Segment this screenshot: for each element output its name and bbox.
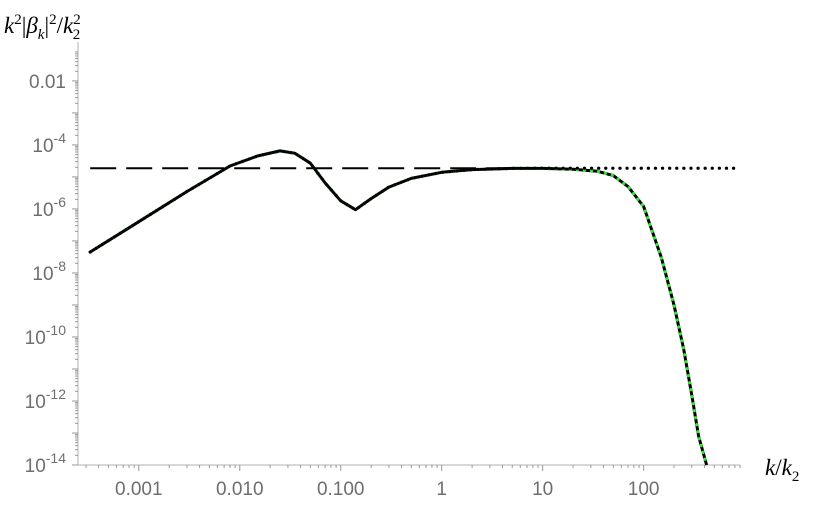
y-axis-title: k2|βk|2/k2 2 [4,12,81,43]
series-line-dotted [88,149,709,467]
y-tick-label: 0.01 [29,72,66,93]
y-tick-label: 10-10 [25,322,67,349]
axes [77,42,740,466]
y-tick-label: 10-6 [32,194,66,221]
x-tick-label: 0.001 [115,479,163,500]
x-tick-label: 100 [628,479,660,500]
tick-labels: 0.001 0.010 0.100 1 10 100 0.01 10-4 10-6 10-8 10-… [25,72,660,500]
y-tick-label: 10-8 [32,258,66,285]
x-tick-label: 0.010 [216,479,264,500]
series-line-solid [89,149,709,466]
x-tick-label: 10 [532,479,553,500]
x-tick-label: 1 [436,479,447,500]
series-group [88,149,737,467]
y-tick-label: 10-12 [25,386,67,413]
y-tick-label: 10-4 [32,130,66,157]
x-tick-label: 0.100 [317,479,365,500]
series-line-dotted [88,149,737,254]
y-tick-label: 10-14 [25,450,67,477]
x-axis-title: k/k2 [765,455,799,485]
ticks [72,51,741,471]
